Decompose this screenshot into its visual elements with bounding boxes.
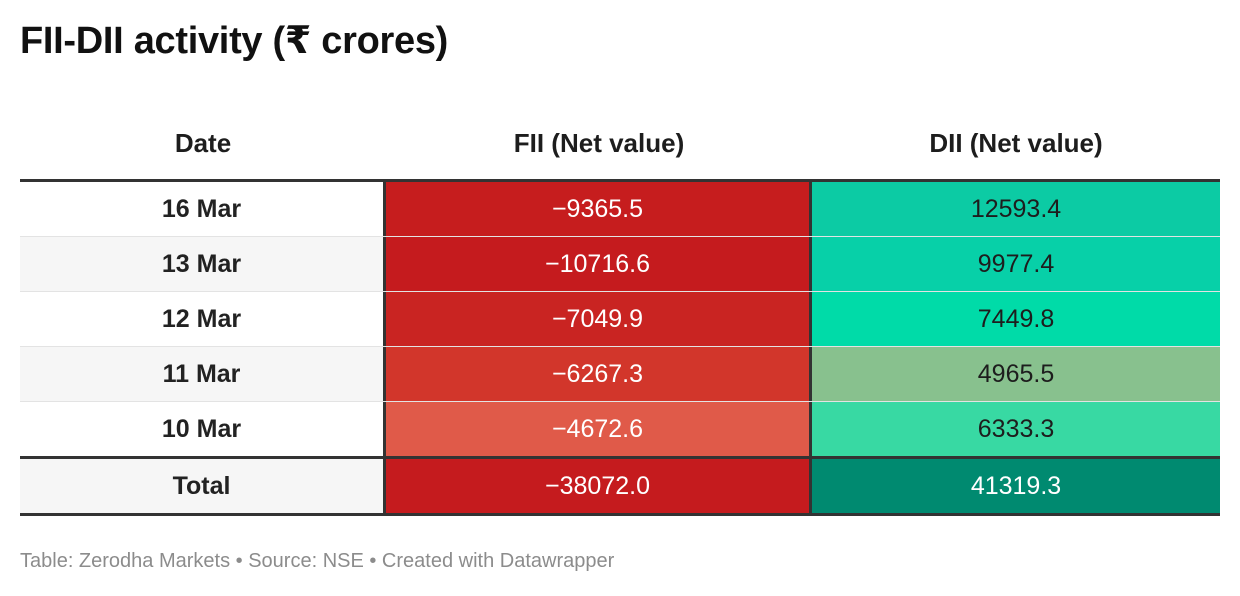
fii-value-cell: −10716.6 [386,237,812,291]
fii-dii-table: Date FII (Net value) DII (Net value) 16 … [20,108,1220,516]
fii-value-cell: −4672.6 [386,402,812,456]
dii-value-cell: 9977.4 [812,237,1220,291]
date-cell: 10 Mar [20,402,386,456]
table-row: 11 Mar −6267.3 4965.5 [20,347,1220,402]
dii-total-cell: 41319.3 [812,459,1220,513]
table-header-row: Date FII (Net value) DII (Net value) [20,108,1220,182]
total-label-cell: Total [20,459,386,513]
dii-value-cell: 4965.5 [812,347,1220,401]
date-cell: 13 Mar [20,237,386,291]
date-cell: 12 Mar [20,292,386,346]
column-header-fii: FII (Net value) [513,128,685,158]
column-header-date: Date [174,128,232,158]
dii-value-cell: 6333.3 [812,402,1220,456]
dii-value-cell: 7449.8 [812,292,1220,346]
date-cell: 16 Mar [20,182,386,236]
date-cell: 11 Mar [20,347,386,401]
column-header-dii: DII (Net value) [929,128,1103,158]
fii-total-cell: −38072.0 [386,459,812,513]
table-row: 10 Mar −4672.6 6333.3 [20,402,1220,456]
fii-value-cell: −6267.3 [386,347,812,401]
total-row: Total −38072.0 41319.3 [20,456,1220,516]
source-footer: Table: Zerodha Markets • Source: NSE • C… [20,550,615,572]
fii-value-cell: −7049.9 [386,292,812,346]
table-row: 12 Mar −7049.9 7449.8 [20,292,1220,347]
fii-value-cell: −9365.5 [386,182,812,236]
chart-title: FII-DII activity (₹ crores) [20,20,449,62]
table-row: 16 Mar −9365.5 12593.4 [20,182,1220,237]
table-row: 13 Mar −10716.6 9977.4 [20,237,1220,292]
dii-value-cell: 12593.4 [812,182,1220,236]
